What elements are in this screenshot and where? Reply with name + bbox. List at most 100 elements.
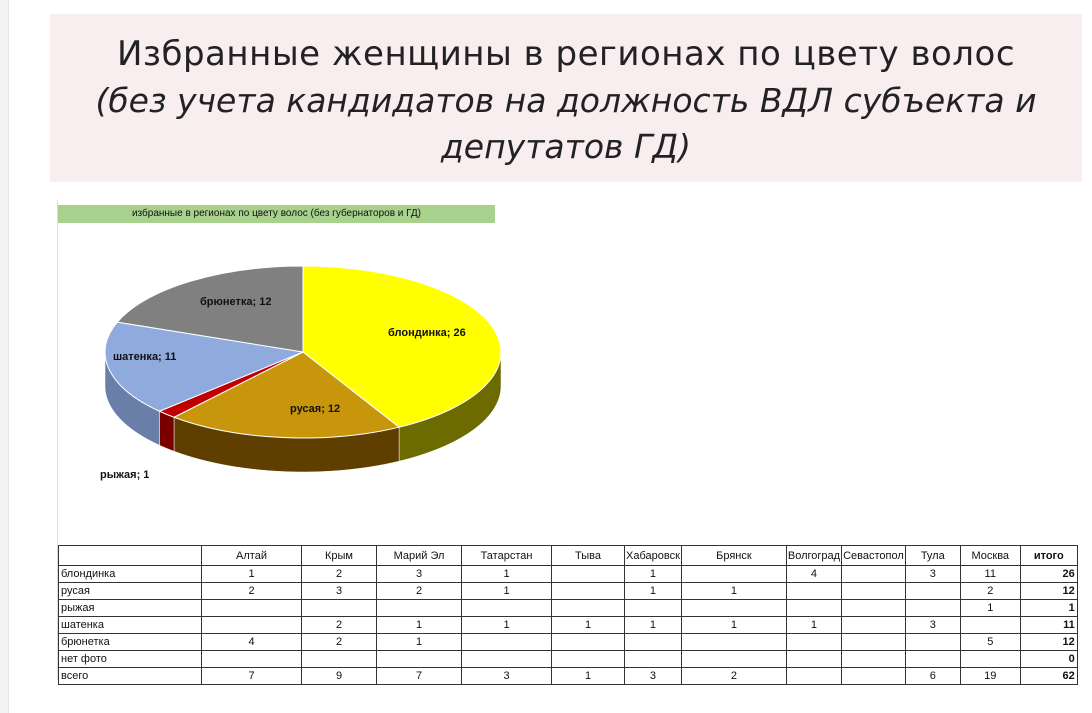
- data-label: русая; 12: [290, 403, 340, 415]
- table-cell: [841, 565, 906, 583]
- table-cell: [680, 633, 787, 651]
- table-cell: [461, 650, 552, 668]
- table-cell: [785, 599, 843, 617]
- table-row: брюнетка 4 2 1 5 12: [58, 633, 1078, 651]
- table-cell: [551, 633, 625, 651]
- row-label: русая: [58, 582, 202, 600]
- table-cell: [785, 633, 843, 651]
- table-row: всего 7 9 7 3 1 3 2 6 19 62: [58, 667, 1078, 685]
- table-cell: 1: [959, 599, 1021, 617]
- table-cell: [301, 650, 377, 668]
- table-cell: [551, 582, 625, 600]
- table-cell: [904, 650, 961, 668]
- table-cell: 12: [1019, 633, 1078, 651]
- table-cell: 4: [201, 633, 302, 651]
- table-cell: [959, 616, 1021, 634]
- column-header: Брянск: [680, 545, 787, 566]
- table-cell: 7: [376, 667, 462, 685]
- table-cell: 2: [201, 582, 302, 600]
- column-header: Алтай: [201, 545, 302, 566]
- table-row: нет фото 0: [58, 650, 1078, 668]
- table-cell: [785, 582, 843, 600]
- table-cell: 1: [785, 616, 843, 634]
- window-edge: [0, 0, 9, 713]
- table-cell: 2: [301, 616, 377, 634]
- table-cell: [680, 650, 787, 668]
- table-cell: [461, 633, 552, 651]
- table-cell: 1: [376, 616, 462, 634]
- table-cell: 1: [376, 633, 462, 651]
- row-label: блондинка: [58, 565, 202, 583]
- table-cell: [624, 599, 682, 617]
- table-cell: 3: [904, 616, 961, 634]
- data-table: Алтай Крым Марий Эл Татарстан Тыва Хабаровск Б…: [58, 545, 1078, 685]
- table-cell: [624, 650, 682, 668]
- slide-subtitle: (без учета кандидатов на должность ВДЛ с…: [95, 81, 1037, 166]
- table-cell: [551, 599, 625, 617]
- table-cell: 1: [461, 565, 552, 583]
- table-row: рыжая 1 1: [58, 599, 1078, 617]
- table-cell: 3: [624, 667, 682, 685]
- table-cell: [301, 599, 377, 617]
- table-cell: [904, 582, 961, 600]
- table-cell: 12: [1019, 582, 1078, 600]
- row-label: шатенка: [58, 616, 202, 634]
- column-header: Севастопол: [841, 545, 906, 566]
- table-cell: [841, 633, 906, 651]
- table-cell: [841, 650, 906, 668]
- table-cell: 62: [1019, 667, 1078, 685]
- table-cell: [201, 650, 302, 668]
- table-cell: 1: [551, 616, 625, 634]
- pie-slice-русая: [172, 351, 401, 439]
- table-cell: 2: [376, 582, 462, 600]
- table-cell: 1: [680, 616, 787, 634]
- table-cell: [841, 667, 906, 685]
- table-header-row: Алтай Крым Марий Эл Татарстан Тыва Хабаровск Б…: [58, 545, 1078, 566]
- table-cell: [959, 650, 1021, 668]
- table-cell: 1: [551, 667, 625, 685]
- row-label: всего: [58, 667, 202, 685]
- row-label: нет фото: [58, 650, 202, 668]
- table-cell: 4: [785, 565, 843, 583]
- slide-title: Избранные женщины в регионах по цвету во…: [116, 34, 1016, 74]
- pie-chart: блондинка; 26 русая; 12 рыжая; 1 шатенка; 1…: [100, 265, 502, 481]
- pie-slice-блондинка: [302, 265, 502, 428]
- table-cell: [461, 599, 552, 617]
- table-cell: 2: [680, 667, 787, 685]
- table-cell: [841, 599, 906, 617]
- table-cell: 1: [680, 582, 787, 600]
- table-cell: 2: [959, 582, 1021, 600]
- table-cell: 3: [301, 582, 377, 600]
- row-label: рыжая: [58, 599, 202, 617]
- column-header: Татарстан: [461, 545, 552, 566]
- column-header: Волгоград: [785, 545, 843, 566]
- table-cell: 2: [301, 633, 377, 651]
- table-cell: 1: [461, 582, 552, 600]
- table-cell: 1: [624, 565, 682, 583]
- table-cell: 1: [624, 616, 682, 634]
- table-cell: 1: [1019, 599, 1078, 617]
- table-cell: 0: [1019, 650, 1078, 668]
- table-cell: 5: [959, 633, 1021, 651]
- table-row: блондинка 1 2 3 1 1 4 3 11 26: [58, 565, 1078, 583]
- table-cell: [376, 650, 462, 668]
- table-cell: [785, 667, 843, 685]
- table-cell: 11: [959, 565, 1021, 583]
- data-label: шатенка; 11: [113, 351, 176, 363]
- table-row: шатенка 2 1 1 1 1 1 1 3 11: [58, 616, 1078, 634]
- table-cell: [201, 599, 302, 617]
- pie-slice-брюнетка: [116, 265, 304, 353]
- table-cell: [841, 582, 906, 600]
- table-cell: 9: [301, 667, 377, 685]
- table-cell: [680, 599, 787, 617]
- table-row: русая 2 3 2 1 1 1 2 12: [58, 582, 1078, 600]
- table-cell: 3: [904, 565, 961, 583]
- title-box: Избранные женщины в регионах по цвету во…: [50, 14, 1082, 182]
- column-header: Марий Эл: [376, 545, 462, 566]
- spreadsheet-row-gutter: [45, 200, 58, 680]
- table-cell: 1: [624, 582, 682, 600]
- table-cell: [551, 650, 625, 668]
- table-cell: [841, 616, 906, 634]
- table-cell: 3: [461, 667, 552, 685]
- table-cell: [624, 633, 682, 651]
